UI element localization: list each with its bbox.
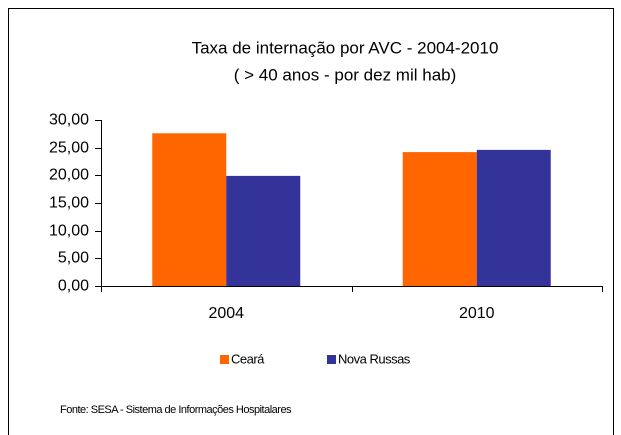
- chart-title: Taxa de internação por AVC - 2004-2010: [192, 38, 499, 57]
- bar: [476, 149, 551, 286]
- x-tick-label: 2004: [208, 305, 244, 322]
- bar: [226, 175, 301, 286]
- bar: [402, 152, 477, 286]
- y-tick-label: 15,00: [49, 195, 89, 212]
- y-tick-label: 30,00: [49, 112, 89, 129]
- chart-subtitle: ( > 40 anos - por dez mil hab): [234, 65, 457, 84]
- x-tick-label: 2010: [459, 305, 495, 322]
- source-note: Fonte: SESA - Sistema de Informações Hos…: [60, 404, 292, 416]
- legend-swatch: [327, 355, 336, 364]
- y-tick-label: 5,00: [58, 250, 89, 267]
- legend-label: Ceará: [231, 351, 265, 366]
- y-tick-label: 25,00: [49, 140, 89, 157]
- bar: [152, 133, 227, 286]
- legend-label: Nova Russas: [338, 351, 411, 366]
- legend-swatch: [220, 355, 229, 364]
- y-tick-label: 10,00: [49, 223, 89, 240]
- y-tick-label: 0,00: [58, 278, 89, 295]
- y-tick-label: 20,00: [49, 167, 89, 184]
